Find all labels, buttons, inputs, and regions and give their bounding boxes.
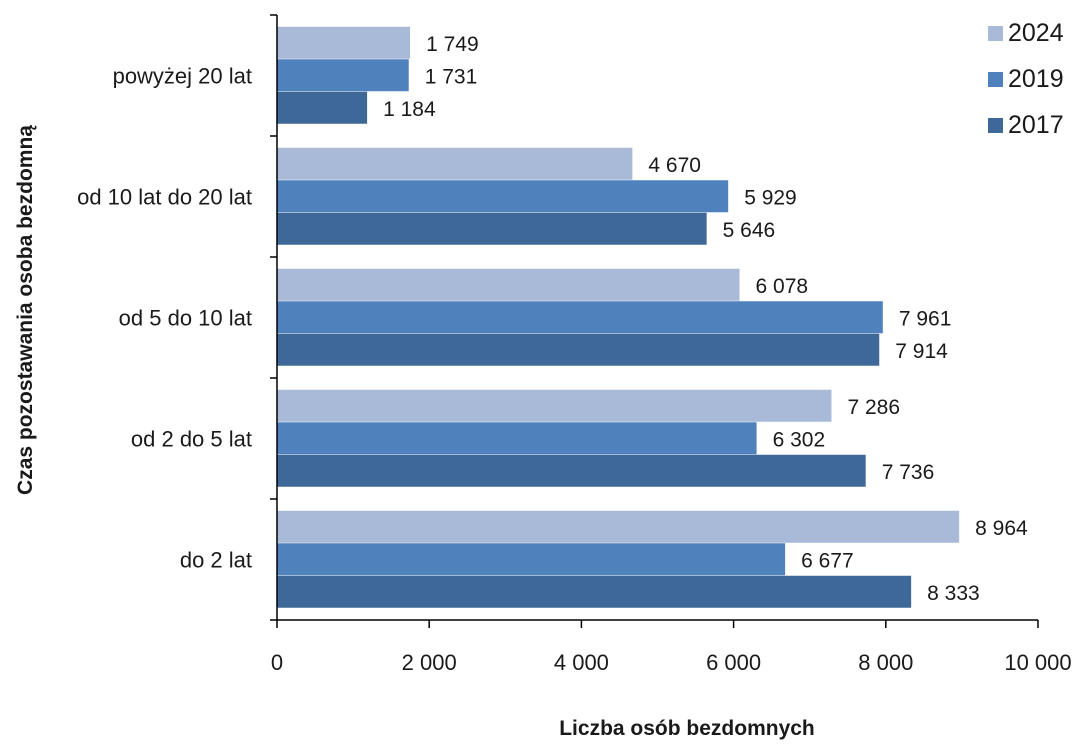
legend-swatch-2024 <box>988 26 1003 41</box>
bar-2017-3 <box>277 454 866 487</box>
data-label: 4 670 <box>648 154 701 177</box>
data-label: 8 964 <box>975 517 1028 540</box>
data-label: 8 333 <box>927 582 980 605</box>
x-tick-label: 0 <box>271 650 283 675</box>
bars-layer <box>277 26 960 608</box>
legend-swatch-2017 <box>988 118 1003 133</box>
data-label: 6 677 <box>801 550 854 573</box>
legend-label: 2024 <box>1008 19 1064 47</box>
bar-2019-1 <box>277 180 729 213</box>
x-tick-label: 2 000 <box>402 650 457 675</box>
bar-2017-2 <box>277 333 880 366</box>
bar-2019-0 <box>277 59 409 92</box>
data-label: 1 184 <box>383 98 436 121</box>
data-label: 7 961 <box>899 308 952 331</box>
legend-label: 2017 <box>1008 111 1064 139</box>
category-label: od 2 do 5 lat <box>131 427 252 452</box>
bar-2017-1 <box>277 212 707 245</box>
bar-2019-3 <box>277 422 757 455</box>
category-label: od 10 lat do 20 lat <box>77 185 252 210</box>
bar-2019-4 <box>277 543 786 576</box>
category-label: od 5 do 10 lat <box>119 306 252 331</box>
x-tick-label: 6 000 <box>706 650 761 675</box>
x-tick-label: 8 000 <box>858 650 913 675</box>
data-label: 6 078 <box>756 275 809 298</box>
data-label: 7 914 <box>895 340 948 363</box>
x-tick-label: 4 000 <box>554 650 609 675</box>
data-label: 5 646 <box>723 219 776 242</box>
x-tick-label: 10 000 <box>1004 650 1071 675</box>
legend-swatch-2019 <box>988 72 1003 87</box>
category-label: powyżej 20 lat <box>113 64 252 89</box>
bar-2024-4 <box>277 510 960 543</box>
bar-2024-2 <box>277 268 740 301</box>
data-label: 7 286 <box>847 396 900 419</box>
y-axis-title: Czas pozostawania osoba bezdomną <box>14 125 37 495</box>
data-label: 1 749 <box>426 33 479 56</box>
bar-2017-4 <box>277 575 912 608</box>
data-label: 7 736 <box>882 461 935 484</box>
data-label: 6 302 <box>773 429 826 452</box>
x-axis-title: Liczba osób bezdomnych <box>559 717 815 740</box>
legend: 2024 2019 2017 <box>988 19 1064 139</box>
axes-layer <box>276 15 1038 621</box>
ticks-layer <box>270 14 1039 628</box>
labels-layer: powyżej 20 lat 1 749 1 731 1 184 od 10 lat d… <box>77 33 1072 675</box>
bar-2017-0 <box>277 91 368 124</box>
data-label: 1 731 <box>425 66 478 89</box>
data-label: 5 929 <box>744 187 797 210</box>
bar-2024-1 <box>277 147 633 180</box>
category-label: do 2 lat <box>180 548 252 573</box>
bar-2019-2 <box>277 301 883 334</box>
bar-2024-3 <box>277 389 832 422</box>
legend-label: 2019 <box>1008 65 1064 93</box>
bar-2024-0 <box>277 26 411 59</box>
